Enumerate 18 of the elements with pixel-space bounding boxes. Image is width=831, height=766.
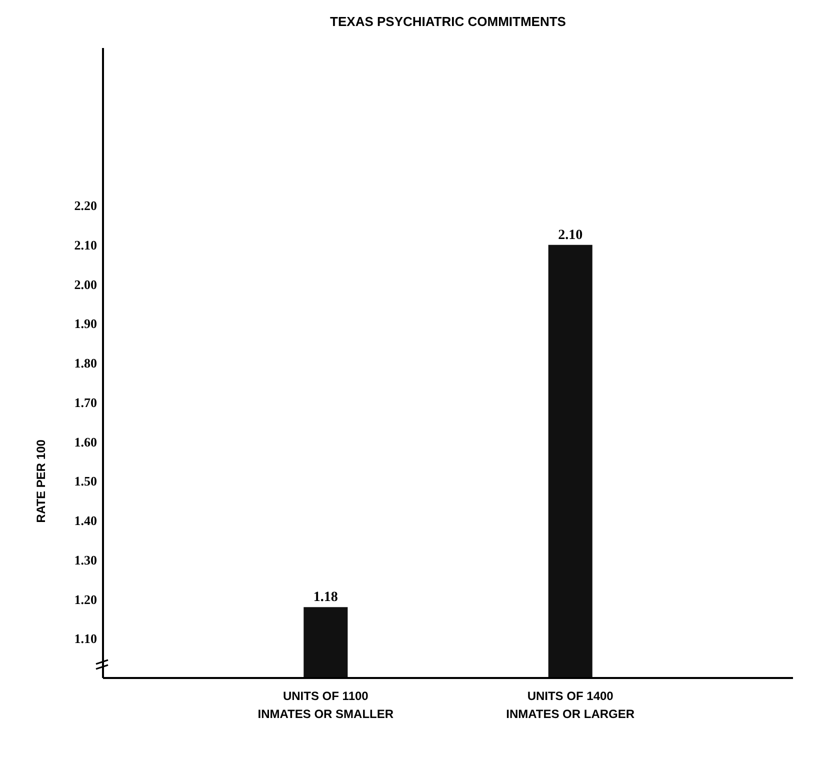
chart-title: TEXAS PSYCHIATRIC COMMITMENTS <box>330 14 566 29</box>
data-label: 1.18 <box>313 590 338 606</box>
y-tick-label: 1.70 <box>74 394 97 410</box>
y-tick-label: 2.00 <box>74 276 97 292</box>
y-tick-label: 1.60 <box>74 434 97 450</box>
y-tick-label: 1.10 <box>74 631 97 646</box>
y-axis-title: RATE PER 100 <box>34 439 48 523</box>
y-tick-label: 1.40 <box>74 513 97 528</box>
y-tick-label: 1.50 <box>74 474 97 489</box>
y-tick-label: 1.80 <box>74 356 97 371</box>
y-tick-label: 1.30 <box>74 552 97 568</box>
y-tick-label: 1.20 <box>74 592 97 607</box>
x-tick-label: UNITS OF 1100 INMATES OR SMALLER <box>258 689 394 721</box>
y-tick-label: 1.90 <box>74 316 97 332</box>
y-tick-label: 2.20 <box>74 198 97 214</box>
data-label: 2.10 <box>558 228 583 243</box>
y-tick-label: 2.10 <box>74 237 97 252</box>
x-tick-label: UNITS OF 1400 INMATES OR LARGER <box>506 689 635 721</box>
